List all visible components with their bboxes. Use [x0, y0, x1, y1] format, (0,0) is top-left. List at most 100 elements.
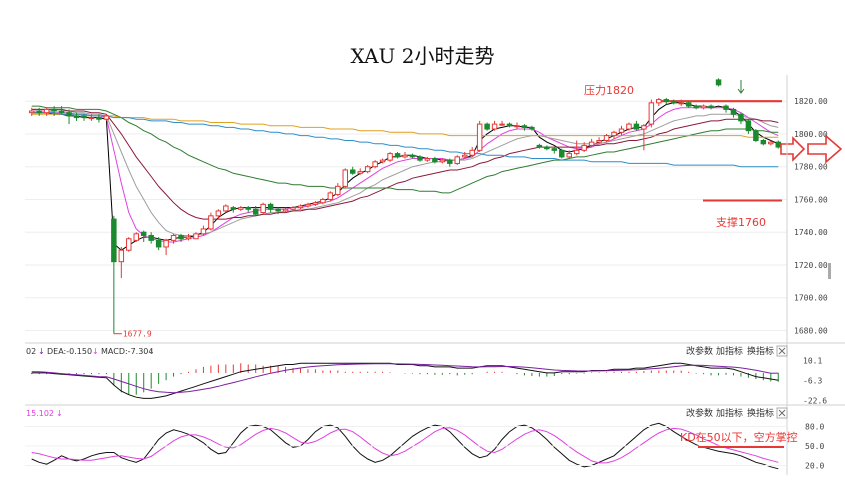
- resistance-label: 压力1820: [584, 84, 634, 97]
- level-lines: [656, 100, 782, 202]
- candlestick: [491, 120, 498, 131]
- price-tick-label: 1820.00: [794, 97, 828, 106]
- macd-tick-label: 10.1: [803, 357, 822, 366]
- switch-indicator-button[interactable]: 换指标: [747, 345, 774, 357]
- candlestick: [133, 232, 139, 243]
- candlestick: [290, 206, 296, 211]
- candlestick: [163, 238, 169, 256]
- candlestick: [641, 124, 647, 151]
- candlestick: [267, 202, 274, 213]
- candlestick: [768, 140, 774, 146]
- candlestick: [28, 107, 35, 116]
- moving-average-line: [31, 108, 779, 220]
- candlestick: [320, 197, 326, 205]
- moving-average-line: [31, 112, 779, 168]
- candlestick: [66, 109, 72, 125]
- candlestick: [51, 106, 57, 116]
- candlestick: [230, 206, 237, 213]
- candlestick: [417, 155, 423, 162]
- candlestick: [148, 232, 154, 244]
- candlestick: [648, 99, 655, 128]
- right-arrow-icon: [807, 134, 843, 164]
- candlestick: [185, 233, 192, 241]
- macd-axis: 10.1 -6.3 -22.6: [803, 357, 827, 406]
- chart-title: XAU 2小时走势: [350, 44, 495, 68]
- candlestick: [409, 153, 416, 159]
- switch-indicator-button[interactable]: 换指标: [747, 407, 774, 419]
- kd-tick-label: 20.0: [805, 462, 824, 471]
- candlestick: [402, 151, 408, 159]
- add-indicator-button[interactable]: 加指标: [716, 407, 743, 419]
- moving-average-line: [31, 107, 779, 243]
- candlestick: [350, 166, 356, 175]
- candlestick: [387, 151, 393, 162]
- candlestick: [223, 204, 229, 213]
- candlestick: [327, 191, 334, 202]
- candlestick: [36, 107, 42, 116]
- candlestick: [708, 104, 714, 110]
- candlestick: [715, 78, 722, 87]
- candlestick: [96, 114, 102, 123]
- candlestick: [596, 137, 602, 144]
- edit-params-button[interactable]: 改参数: [686, 407, 713, 419]
- candlestick: [126, 237, 132, 252]
- macd-lines: [31, 362, 779, 399]
- candlestick: [238, 206, 244, 211]
- candlestick: [760, 138, 767, 146]
- candlestick: [379, 158, 386, 164]
- candlestick: [671, 99, 677, 105]
- candlestick: [178, 233, 184, 243]
- candlestick: [730, 107, 737, 118]
- kd-tick-label: 80.0: [805, 423, 824, 432]
- candlestick: [335, 183, 341, 197]
- candlestick: [424, 156, 431, 162]
- candlestick: [454, 155, 460, 166]
- candlestick: [88, 114, 95, 121]
- down-arrow-icon: ↓: [148, 347, 155, 356]
- candlestick: [551, 147, 558, 154]
- down-arrow-icon: [737, 80, 745, 94]
- price-tick-label: 1800.00: [794, 130, 828, 139]
- candlestick: [618, 125, 625, 136]
- close-icon[interactable]: [776, 345, 788, 357]
- candlestick: [700, 104, 707, 110]
- candlestick: [193, 232, 199, 240]
- moving-average-line: [31, 108, 779, 236]
- candlestick: [656, 97, 662, 107]
- candlestick: [245, 206, 251, 213]
- candlestick: [297, 204, 304, 210]
- add-indicator-button[interactable]: 加指标: [716, 345, 743, 357]
- candlestick: [111, 215, 117, 334]
- macd-dea-line: [31, 363, 779, 394]
- candlestick: [140, 230, 147, 243]
- candlestick: [282, 207, 289, 213]
- candlestick: [364, 165, 371, 174]
- kd-lines: [31, 422, 779, 470]
- close-icon[interactable]: [776, 407, 788, 419]
- macd-period-label: 02: [26, 347, 36, 356]
- candlestick: [678, 99, 684, 107]
- low-price-marker: 1677.9: [113, 330, 152, 339]
- candlestick: [611, 130, 617, 139]
- price-tick-label: 1740.00: [794, 228, 828, 237]
- candlestick: [312, 201, 319, 206]
- candlestick: [775, 140, 782, 149]
- candlestick: [566, 150, 572, 159]
- candlestick: [573, 140, 580, 156]
- edit-params-button[interactable]: 改参数: [686, 345, 713, 357]
- kd-value-label: 15.102: [26, 409, 54, 418]
- kd-tick-label: 50.0: [805, 442, 824, 451]
- candlestick: [215, 209, 222, 220]
- kd-d-line: [31, 427, 779, 464]
- candlestick: [521, 124, 528, 131]
- candlestick: [753, 129, 759, 143]
- candlestick: [693, 104, 699, 110]
- candlestick: [155, 237, 162, 251]
- price-tick-label: 1780.00: [794, 163, 828, 172]
- candlestick: [170, 233, 177, 244]
- kd-axis: 80.0 50.0 20.0: [25, 423, 824, 471]
- candlestick: [514, 122, 520, 130]
- candlestick: [685, 101, 692, 108]
- candlestick: [745, 119, 752, 134]
- scroll-handle[interactable]: [828, 263, 831, 279]
